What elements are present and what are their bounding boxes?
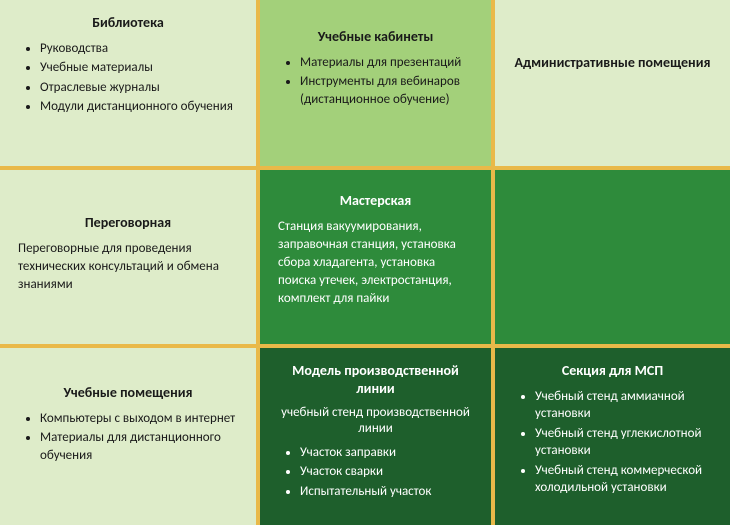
cell-admin: Административные помещения	[495, 0, 730, 170]
cell-title: Учебные помещения	[18, 384, 238, 402]
facility-grid: Библиотека Руководства Учебные материалы…	[0, 0, 730, 525]
cell-list: Руководства Учебные материалы Отраслевые…	[18, 40, 238, 116]
cell-sme-section: Секция для МСП Учебный стенд аммиачной у…	[495, 348, 730, 525]
cell-paragraph: Переговорные для проведения технических …	[18, 240, 238, 295]
cell-title: Секция для МСП	[513, 362, 712, 380]
cell-list: Учебный стенд аммиачной установки Учебны…	[513, 388, 712, 497]
cell-list: Компьютеры с выходом в интернет Материал…	[18, 410, 238, 465]
list-item: Участок заправки	[300, 444, 473, 462]
cell-title: Модель производственной линии	[278, 362, 473, 397]
cell-library: Библиотека Руководства Учебные материалы…	[0, 0, 260, 170]
cell-paragraph: Станция вакуумирования, заправочная стан…	[278, 218, 473, 309]
cell-training-rooms: Учебные помещения Компьютеры с выходом в…	[0, 348, 260, 525]
cell-meeting-room: Переговорная Переговорные для проведения…	[0, 170, 260, 348]
list-item: Модули дистанционного обучения	[40, 98, 238, 116]
cell-title: Административные помещения	[513, 54, 712, 72]
list-item: Отраслевые журналы	[40, 79, 238, 97]
cell-title: Мастерская	[278, 192, 473, 210]
cell-workshop: Мастерская Станция вакуумирования, запра…	[260, 170, 495, 348]
cell-title: Библиотека	[18, 14, 238, 32]
cell-subtitle: учебный стенд производственной линии	[278, 405, 473, 438]
cell-classrooms: Учебные кабинеты Материалы для презентац…	[260, 0, 495, 170]
list-item: Учебный стенд коммерческой холодильной у…	[535, 462, 712, 497]
list-item: Руководства	[40, 40, 238, 58]
list-item: Учебный стенд аммиачной установки	[535, 388, 712, 423]
list-item: Материалы для презентаций	[300, 54, 473, 72]
list-item: Участок сварки	[300, 463, 473, 481]
list-item: Учебный стенд углекислотной установки	[535, 425, 712, 460]
cell-title: Переговорная	[18, 214, 238, 232]
list-item: Учебные материалы	[40, 59, 238, 77]
list-item: Компьютеры с выходом в интернет	[40, 410, 238, 428]
cell-list: Материалы для презентаций Инструменты дл…	[278, 54, 473, 109]
cell-production-line: Модель производственной линии учебный ст…	[260, 348, 495, 525]
cell-title: Учебные кабинеты	[278, 28, 473, 46]
list-item: Материалы для дистанционного обучения	[40, 429, 238, 464]
cell-list: Участок заправки Участок сварки Испытате…	[278, 444, 473, 501]
list-item: Испытательный участок	[300, 483, 473, 501]
cell-workshop-empty	[495, 170, 730, 348]
list-item: Инструменты для вебинаров (дистанционное…	[300, 73, 473, 108]
